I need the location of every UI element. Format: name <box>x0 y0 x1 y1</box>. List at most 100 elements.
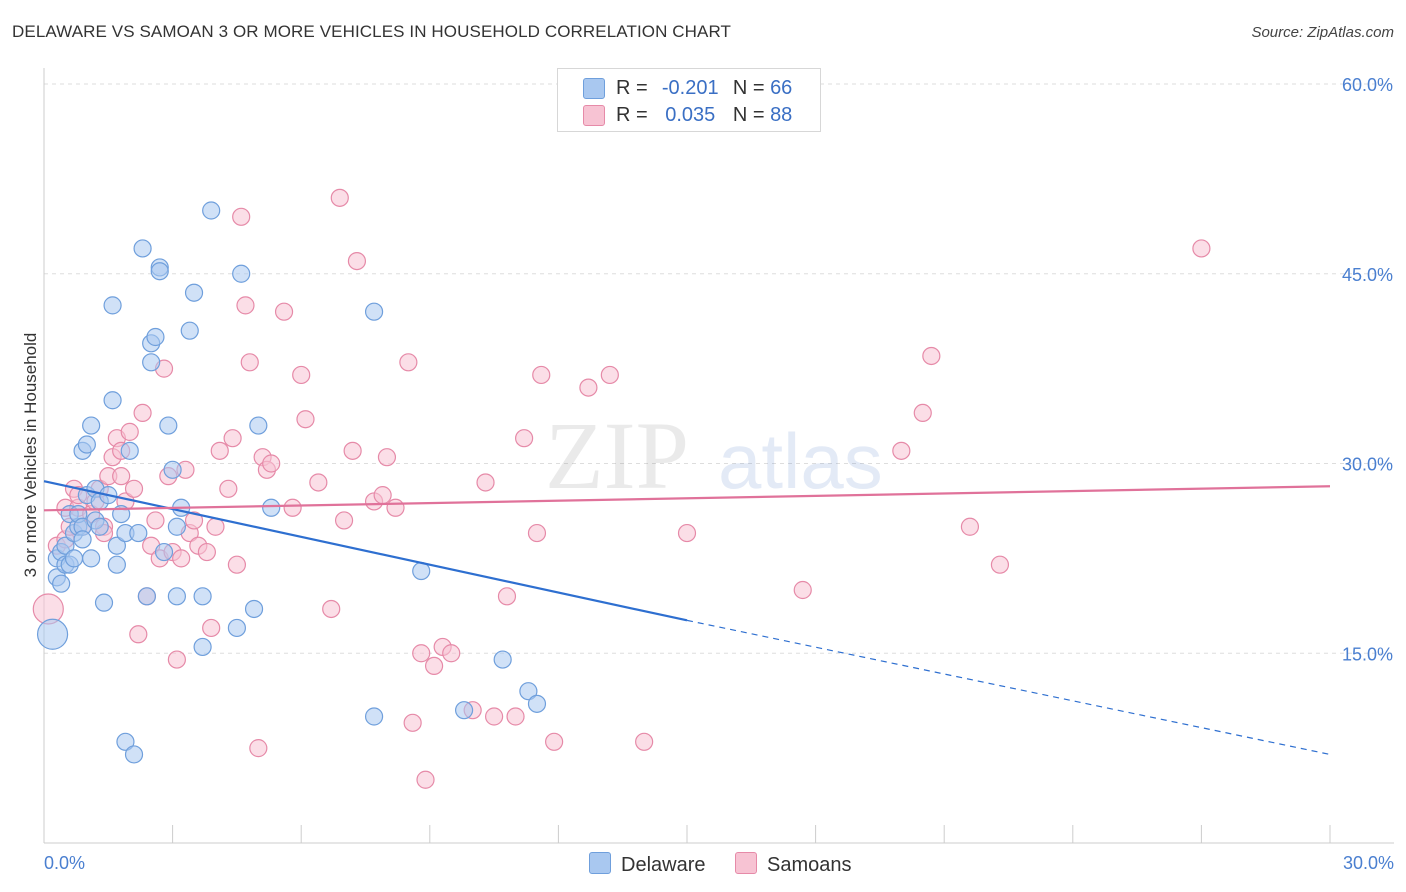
legend-r-label: R = <box>616 77 648 99</box>
data-point <box>519 682 538 701</box>
data-point <box>227 555 246 574</box>
data-point <box>283 498 302 517</box>
watermark: ZIP atlas <box>545 402 883 509</box>
legend-n-label: N = <box>732 77 765 99</box>
data-point <box>232 264 251 283</box>
data-point <box>150 262 169 281</box>
data-point <box>960 517 980 536</box>
data-point <box>167 650 186 669</box>
legend-r-value: -0.201 <box>661 77 719 99</box>
data-point <box>322 599 341 619</box>
data-point <box>73 530 92 549</box>
legend-swatch-delaware <box>583 78 605 99</box>
y-tick-label: 15.0% <box>1342 644 1393 664</box>
data-point <box>334 511 354 530</box>
data-point <box>120 441 139 460</box>
data-point <box>163 460 182 479</box>
data-point <box>193 587 212 606</box>
data-point <box>347 252 367 271</box>
data-point <box>223 429 242 448</box>
data-point <box>364 707 384 726</box>
data-point <box>82 416 101 435</box>
data-point <box>1192 239 1211 258</box>
data-point <box>922 346 941 366</box>
data-point <box>36 618 69 650</box>
data-point <box>206 517 225 536</box>
data-point <box>103 391 122 410</box>
trend-line-delaware-extrapolated <box>686 619 1331 756</box>
data-point <box>103 296 122 315</box>
y-tick-label: 30.0% <box>1342 455 1393 475</box>
data-point <box>219 479 238 498</box>
data-point <box>476 473 495 492</box>
legend-r-value: 0.035 <box>665 104 716 126</box>
data-point <box>309 473 328 492</box>
y-tick-label: 45.0% <box>1342 265 1393 285</box>
data-point <box>56 536 75 555</box>
data-point <box>892 441 911 460</box>
x-tick-label: 30.0% <box>1343 853 1394 873</box>
data-point <box>506 707 525 726</box>
data-point <box>244 599 264 619</box>
data-point <box>146 511 165 530</box>
data-point <box>240 353 259 372</box>
data-point <box>154 542 174 562</box>
data-point <box>112 467 131 486</box>
data-point <box>274 302 294 321</box>
trend-line-delaware <box>43 480 688 622</box>
data-point <box>159 416 178 435</box>
legend-swatch-samoans <box>583 105 605 126</box>
data-point <box>330 188 349 207</box>
y-axis-title: 3 or more Vehicles in Household <box>21 333 40 578</box>
y-tick-labels: 15.0% 30.0% 45.0% 60.0% <box>1342 75 1393 664</box>
data-point <box>442 644 461 663</box>
data-point <box>232 207 251 226</box>
data-point <box>146 327 165 347</box>
data-point <box>386 498 405 517</box>
trend-lines <box>43 480 1331 756</box>
data-point <box>262 498 281 517</box>
data-point <box>343 441 362 460</box>
data-point <box>579 378 598 397</box>
data-point <box>94 593 114 612</box>
data-point <box>497 587 517 606</box>
data-point <box>364 302 384 321</box>
data-point <box>210 441 229 460</box>
data-point <box>202 618 221 638</box>
data-point <box>202 201 221 220</box>
legend-n-label: N = <box>732 104 765 126</box>
data-point <box>424 656 444 676</box>
legend-r-label: R = <box>616 104 648 126</box>
data-point <box>416 770 435 789</box>
data-point <box>600 365 619 385</box>
data-point <box>167 517 186 536</box>
data-point <box>137 587 156 606</box>
legend-n-value: 66 <box>770 77 793 99</box>
data-point <box>990 555 1010 574</box>
data-point <box>403 713 422 732</box>
data-point <box>64 549 84 568</box>
data-point <box>197 542 216 562</box>
data-point <box>90 517 109 536</box>
watermark-atlas: atlas <box>718 417 883 505</box>
data-point <box>515 429 534 448</box>
data-point <box>124 479 144 498</box>
series-delaware <box>36 201 547 764</box>
legend-item-samoans: Samoans <box>735 852 852 877</box>
data-point <box>527 694 547 713</box>
data-point <box>180 321 199 340</box>
legend-swatch-delaware <box>589 852 611 874</box>
axes <box>43 68 1394 844</box>
data-point <box>454 701 474 720</box>
data-point <box>133 239 152 258</box>
data-point <box>485 707 504 726</box>
trend-line-samoans <box>43 485 1331 512</box>
data-point <box>412 644 431 663</box>
data-point <box>129 523 148 543</box>
series-legend: Delaware Samoans <box>0 852 1406 878</box>
data-point <box>184 283 204 302</box>
legend-n-value: 88 <box>770 104 793 126</box>
data-point <box>373 486 392 505</box>
y-tick-label: 60.0% <box>1342 75 1393 95</box>
legend-label-samoans: Samoans <box>767 854 852 876</box>
